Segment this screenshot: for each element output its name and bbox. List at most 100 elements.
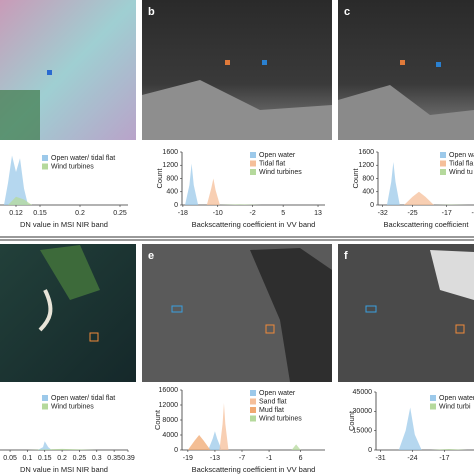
legend-swatch <box>440 152 446 158</box>
panel-letter: b <box>148 6 155 18</box>
y-tick-label: 1600 <box>358 149 374 156</box>
legend-label: Sand flat <box>259 398 287 405</box>
y-tick-label: 30000 <box>353 408 373 415</box>
x-tick-label: 0.2 <box>75 210 85 217</box>
y-tick-label: 45000 <box>353 389 373 396</box>
x-tick-label: -18 <box>178 210 188 217</box>
y-tick-label: 400 <box>166 189 178 196</box>
y-tick-label: 15000 <box>353 428 373 435</box>
land <box>0 90 40 140</box>
x-tick-label: 0.15 <box>38 455 52 462</box>
area <box>398 407 422 450</box>
area <box>185 163 199 205</box>
x-tick-label: 0.35 <box>107 455 121 462</box>
marker <box>262 60 267 65</box>
legend-swatch <box>42 395 48 401</box>
area <box>206 178 220 205</box>
legend-label: Tidal flat <box>259 160 285 167</box>
legend-swatch <box>250 160 256 167</box>
area <box>386 161 400 205</box>
x-tick-label: 0.15 <box>33 210 47 217</box>
x-tick-label: 0.2 <box>57 455 67 462</box>
legend-swatch <box>42 155 48 161</box>
x-tick-label: 0.12 <box>9 210 23 217</box>
y-tick-label: 0 <box>174 202 178 209</box>
x-axis-label: DN value in MSI NIR band <box>20 220 108 229</box>
area <box>430 448 468 450</box>
area <box>27 448 97 450</box>
marker <box>455 324 465 334</box>
x-tick-label: -31 <box>375 455 385 462</box>
area <box>219 403 229 450</box>
area <box>291 444 301 450</box>
water <box>250 248 332 382</box>
legend-swatch <box>42 403 48 410</box>
legend-label: Open wat <box>449 152 474 159</box>
legend-label: Open water/ tidal flat <box>51 395 115 402</box>
area <box>37 441 52 450</box>
y-tick-label: 16000 <box>159 387 179 394</box>
x-tick-label: -10 <box>213 210 223 217</box>
x-tick-label: -32 <box>378 210 388 217</box>
y-axis-label: Count <box>153 409 162 430</box>
x-axis-label: Backscattering coefficient <box>384 220 470 229</box>
y-tick-label: 0 <box>370 202 374 209</box>
area <box>404 191 434 205</box>
legend-label: Wind turbi <box>439 403 471 410</box>
marker <box>400 60 405 65</box>
x-tick-label: -24 <box>407 455 417 462</box>
legend-label: Tidal fla <box>449 160 473 167</box>
legend-label: Open water <box>259 152 296 159</box>
legend-label: Wind turbines <box>259 415 302 422</box>
x-axis-label: Backscattering coefficient in VV band <box>192 220 316 229</box>
marker <box>436 62 441 67</box>
x-tick-label: -1 <box>266 455 272 462</box>
marker <box>89 332 99 342</box>
marker <box>225 60 230 65</box>
legend-label: Open water <box>439 395 474 402</box>
panel-letter: c <box>344 6 350 18</box>
legend-label: Open water/ tidal flat <box>51 155 115 162</box>
y-tick-label: 12000 <box>159 402 179 409</box>
x-tick-label: 0.3 <box>92 455 102 462</box>
land <box>430 250 474 300</box>
y-axis-label: Count <box>347 410 356 431</box>
x-tick-label: 0.39 <box>121 455 135 462</box>
legend-label: Wind turbines <box>259 169 302 176</box>
legend-label: Open water <box>259 390 296 397</box>
y-tick-label: 400 <box>362 189 374 196</box>
x-tick-label: 6 <box>299 455 303 462</box>
panel-letter: e <box>148 250 154 262</box>
y-tick-label: 800 <box>166 175 178 182</box>
x-tick-label: 5 <box>281 210 285 217</box>
legend-swatch <box>42 163 48 170</box>
x-tick-label: -17 <box>442 210 452 217</box>
legend-swatch <box>250 169 256 175</box>
x-tick-label: -10 <box>472 210 474 217</box>
marker <box>47 70 52 75</box>
x-tick-label: -25 <box>408 210 418 217</box>
land <box>338 85 474 140</box>
legend-swatch <box>430 403 436 410</box>
y-tick-label: 0 <box>368 447 372 454</box>
marker <box>171 305 183 313</box>
legend-swatch <box>440 160 446 167</box>
marker <box>265 324 275 334</box>
image-panels <box>0 0 474 382</box>
legend-swatch <box>250 398 256 405</box>
legend-label: Wind turbines <box>51 163 94 170</box>
x-axis-label: Backscattering coefficient in VV band <box>192 465 316 474</box>
y-tick-label: 0 <box>174 447 178 454</box>
x-tick-label: 0.05 <box>3 455 17 462</box>
legend-swatch <box>250 390 256 396</box>
legend-swatch <box>430 395 436 401</box>
legend-label: Wind tu <box>449 169 473 176</box>
legend-swatch <box>250 152 256 158</box>
area <box>208 431 222 450</box>
legend-swatch <box>250 415 256 422</box>
legend-label: Mud flat <box>259 407 284 414</box>
x-tick-label: 0.25 <box>113 210 127 217</box>
area <box>4 155 28 205</box>
legend-swatch <box>440 169 446 175</box>
